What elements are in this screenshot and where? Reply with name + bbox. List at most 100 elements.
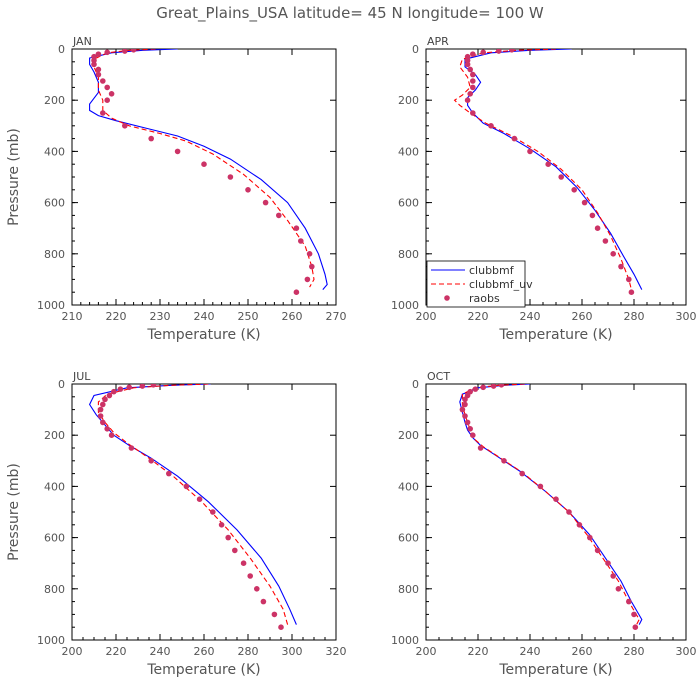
- raobs-point: [464, 57, 471, 64]
- raobs-point: [126, 384, 132, 391]
- raobs-point: [106, 392, 113, 399]
- plot-frame: [71, 383, 337, 641]
- raobs-point: [293, 289, 300, 296]
- raobs-point: [100, 401, 106, 408]
- raobs-point: [97, 406, 104, 413]
- x-tick-label: 240: [194, 310, 215, 323]
- raobs-point: [470, 78, 476, 84]
- raobs-point: [467, 426, 474, 432]
- y-tick-label: 800: [398, 583, 419, 596]
- x-tick-label: 210: [62, 310, 83, 323]
- raobs-point: [227, 174, 234, 180]
- raobs-point: [97, 413, 104, 419]
- raobs-point: [104, 84, 110, 91]
- legend-item-clubbmf: clubbmf: [431, 264, 515, 277]
- raobs-point: [253, 586, 260, 592]
- figure-title: Great_Plains_USA latitude= 45 N longitud…: [156, 4, 544, 23]
- x-tick-label: 260: [572, 645, 593, 658]
- raobs-point: [553, 496, 559, 503]
- raobs-point: [462, 413, 468, 419]
- x-tick-label: 220: [106, 645, 127, 658]
- y-axis-label: Pressure (mb): [6, 128, 22, 226]
- x-tick-label: 270: [326, 310, 347, 323]
- y-tick-label: 600: [398, 532, 419, 545]
- raobs-point: [605, 560, 611, 566]
- legend-label: clubbmf_uv: [469, 278, 533, 291]
- panel-apr: APR 200 220 240 260 280 300 0 200 400 600 800 1000 Te…: [391, 35, 697, 343]
- raobs-point: [467, 66, 474, 73]
- x-tick-label: 220: [468, 310, 489, 323]
- series-raobs: [91, 49, 315, 296]
- series-group: [459, 384, 643, 630]
- x-tick-label: 200: [416, 645, 437, 658]
- y-tick-label: 800: [398, 248, 419, 261]
- raobs-point: [615, 586, 622, 592]
- raobs-point: [626, 276, 632, 283]
- raobs-point: [470, 71, 476, 78]
- x-axis-label: Temperature (K): [146, 662, 260, 678]
- raobs-point: [480, 49, 487, 56]
- y-tick-label: 0: [58, 378, 65, 391]
- y-tick-label: 600: [44, 532, 65, 545]
- raobs-point: [271, 611, 278, 618]
- raobs-point: [306, 251, 313, 257]
- panel-label: APR: [427, 35, 449, 48]
- raobs-point: [232, 547, 238, 554]
- raobs-point: [278, 624, 284, 630]
- x-tick-label: 200: [62, 645, 83, 658]
- raobs-point: [490, 384, 497, 389]
- raobs-point: [309, 263, 315, 270]
- raobs-point: [576, 522, 583, 528]
- panel-oct: OCT 200 220 240 260 280 300 0 200 400 600 800 1000 Te…: [391, 370, 697, 678]
- series-clubbmf-uv-line: [93, 49, 315, 288]
- raobs-point: [571, 187, 577, 193]
- raobs-point: [558, 174, 564, 180]
- x-tick-label: 320: [326, 645, 347, 658]
- raobs-point: [545, 161, 551, 167]
- raobs-point: [117, 386, 124, 392]
- raobs-point: [293, 225, 300, 231]
- x-tick-label: 300: [676, 310, 697, 323]
- raobs-point: [247, 573, 253, 579]
- y-tick-label: 600: [398, 197, 419, 210]
- raobs-point: [628, 289, 635, 296]
- raobs-point: [95, 71, 102, 78]
- raobs-point: [100, 78, 106, 84]
- raobs-point: [581, 199, 588, 206]
- raobs-point: [618, 263, 624, 270]
- x-axis-label: Temperature (K): [498, 327, 612, 343]
- raobs-point: [139, 384, 146, 389]
- series-clubbmf-line: [89, 49, 328, 290]
- raobs-point: [166, 470, 172, 477]
- y-tick-label: 200: [44, 94, 65, 107]
- x-tick-label: 260: [572, 310, 593, 323]
- x-tick-label: 260: [282, 310, 303, 323]
- x-tick-label: 240: [520, 645, 541, 658]
- raobs-point: [95, 66, 102, 73]
- raobs-point: [566, 509, 572, 515]
- plot-frame: [71, 48, 337, 306]
- raobs-point: [527, 148, 533, 155]
- legend-label: clubbmf: [469, 264, 515, 277]
- raobs-point: [122, 123, 128, 129]
- y-tick-label: 1000: [391, 634, 419, 647]
- raobs-point: [183, 483, 190, 490]
- raobs-point: [467, 91, 474, 97]
- raobs-point: [245, 187, 251, 193]
- series-clubbmf-uv-line: [97, 384, 289, 625]
- raobs-point: [122, 49, 128, 54]
- y-tick-label: 0: [412, 378, 419, 391]
- raobs-point: [511, 135, 518, 142]
- panel-label: JAN: [72, 35, 92, 48]
- raobs-point: [276, 212, 282, 219]
- series-raobs: [459, 384, 639, 630]
- raobs-point: [537, 483, 544, 490]
- x-tick-label: 280: [624, 310, 645, 323]
- raobs-point: [91, 57, 97, 64]
- y-tick-label: 1000: [391, 299, 419, 312]
- raobs-point: [260, 598, 267, 605]
- x-tick-label: 300: [282, 645, 303, 658]
- raobs-point: [477, 445, 484, 451]
- series-group: [89, 49, 328, 296]
